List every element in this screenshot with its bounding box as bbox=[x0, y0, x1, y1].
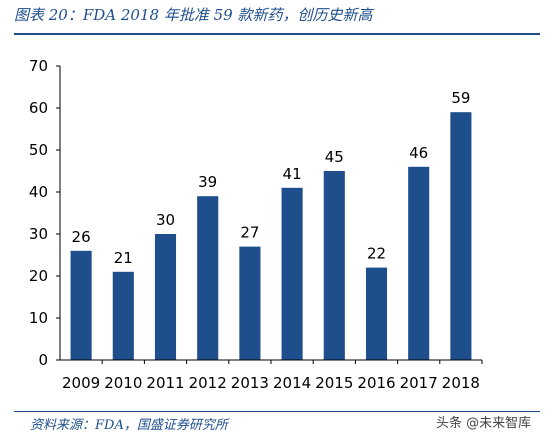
data-label-2011: 30 bbox=[156, 211, 175, 229]
bar-2010 bbox=[112, 271, 134, 360]
figure-title: 图表 20：FDA 2018 年批准 59 款新药，创历史新高 bbox=[14, 6, 373, 24]
data-label-2009: 26 bbox=[72, 228, 91, 246]
bar-2013 bbox=[239, 246, 261, 360]
bar-2011 bbox=[154, 234, 177, 360]
x-tick-label-2018: 2018 bbox=[442, 374, 480, 392]
y-tick-label: 20 bbox=[29, 267, 48, 285]
y-tick-label: 10 bbox=[29, 309, 48, 327]
x-tick-label-2012: 2012 bbox=[189, 374, 227, 392]
x-tick-label-2009: 2009 bbox=[62, 374, 100, 392]
x-tick-label-2010: 2010 bbox=[104, 374, 142, 392]
bar-2015 bbox=[323, 171, 345, 360]
bar-chart: 0 10 20 30 40 50 60 70 26 21 30 39 27 41 45 22 46 59 200… bbox=[29, 57, 483, 392]
y-tick-label: 60 bbox=[29, 99, 48, 117]
y-tick-label: 0 bbox=[38, 351, 48, 369]
data-label-2017: 46 bbox=[409, 144, 428, 162]
data-label-2013: 27 bbox=[240, 224, 259, 242]
y-tick-label: 30 bbox=[29, 225, 48, 243]
data-label-2010: 21 bbox=[114, 249, 133, 267]
data-label-2015: 45 bbox=[325, 148, 344, 166]
bar-2017 bbox=[408, 166, 430, 360]
data-label-2014: 41 bbox=[283, 165, 302, 183]
bar-2018 bbox=[450, 112, 472, 360]
y-tick-label: 50 bbox=[29, 141, 48, 159]
x-tick-label-2015: 2015 bbox=[315, 374, 353, 392]
figure-source: 资料来源：FDA，国盛证券研究所 bbox=[30, 418, 228, 433]
bar-2014 bbox=[281, 187, 303, 360]
bar-2009 bbox=[70, 250, 92, 360]
x-tick-label-2014: 2014 bbox=[273, 374, 311, 392]
y-tick-label: 70 bbox=[29, 57, 48, 75]
x-tick-label-2011: 2011 bbox=[146, 374, 184, 392]
x-tick-label-2013: 2013 bbox=[231, 374, 269, 392]
data-label-2016: 22 bbox=[367, 245, 386, 263]
bar-2012 bbox=[197, 196, 219, 360]
watermark-text: 头条 @未来智库 bbox=[436, 416, 532, 431]
title-rule bbox=[14, 33, 540, 35]
x-tick-label-2016: 2016 bbox=[357, 374, 395, 392]
data-label-2012: 39 bbox=[198, 173, 217, 191]
footer-rule bbox=[14, 411, 540, 412]
data-labels: 26 21 30 39 27 41 45 22 46 59 bbox=[72, 89, 471, 267]
data-label-2018: 59 bbox=[451, 89, 470, 107]
x-tick-label-2017: 2017 bbox=[400, 374, 438, 392]
bar-2016 bbox=[365, 267, 388, 360]
y-tick-label: 40 bbox=[29, 183, 48, 201]
bars bbox=[70, 112, 472, 360]
x-axis: 2009 2010 2011 2012 2013 2014 2015 2016 2017 2018 bbox=[60, 359, 483, 392]
y-axis: 0 10 20 30 40 50 60 70 bbox=[29, 57, 61, 369]
